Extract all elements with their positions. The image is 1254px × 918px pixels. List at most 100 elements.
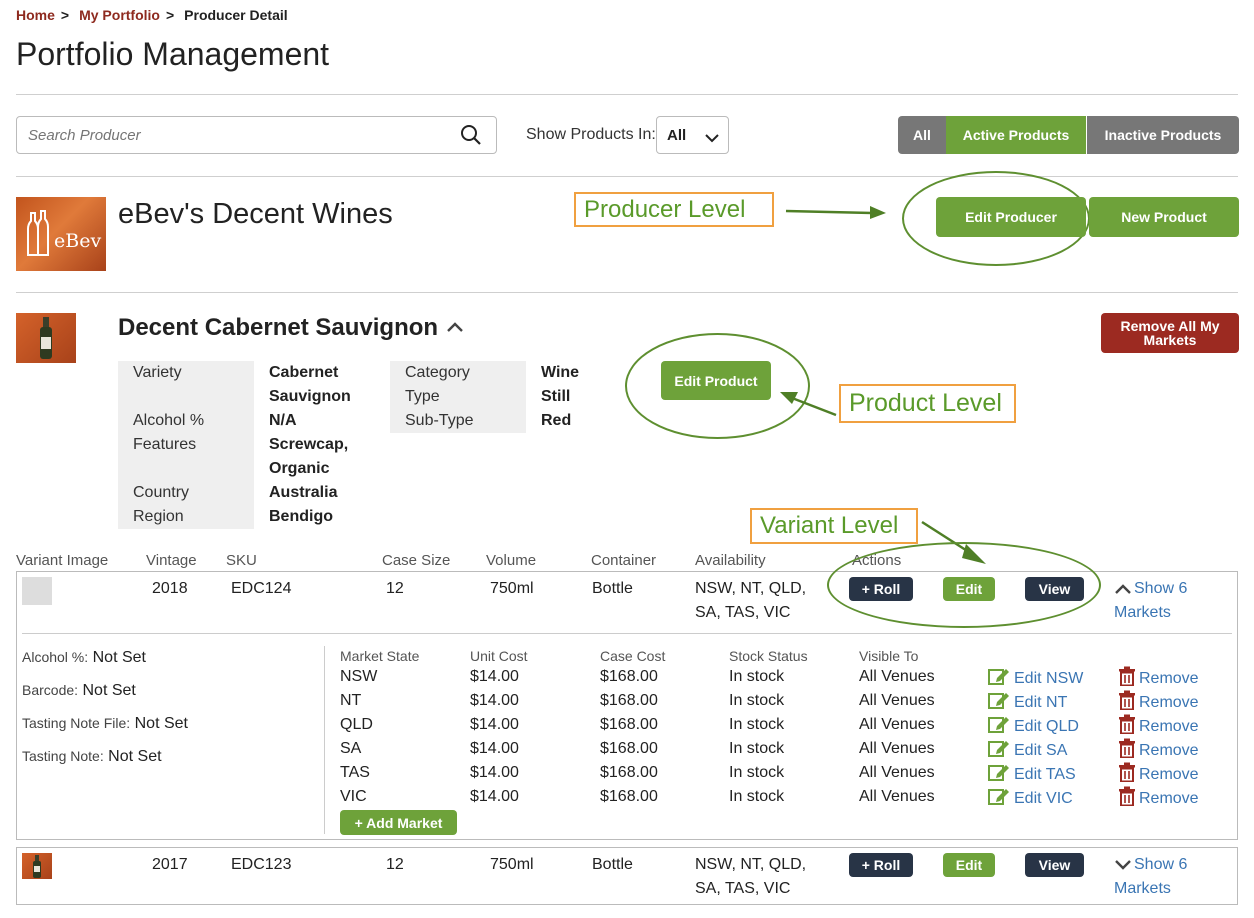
type-value: Still <box>541 388 571 405</box>
search-input[interactable] <box>17 117 437 153</box>
variant-availability: SA, TAS, VIC <box>695 604 791 621</box>
col-market-state: Market State <box>340 648 420 664</box>
category-label: Category <box>405 364 470 381</box>
view-variant-button[interactable]: View <box>1025 577 1084 601</box>
show-products-select[interactable]: All <box>656 116 729 154</box>
alcohol-label: Alcohol % <box>133 412 205 429</box>
search-icon[interactable] <box>460 124 482 151</box>
page-title: Portfolio Management <box>16 36 330 72</box>
chevron-up-icon[interactable] <box>1114 582 1132 600</box>
col-availability: Availability <box>695 552 766 569</box>
remove-market-label: Remove <box>1139 741 1199 759</box>
edit-market-label: Edit VIC <box>1014 789 1073 807</box>
market-state: NT <box>340 692 362 709</box>
view-variant-button[interactable]: View <box>1025 853 1084 877</box>
market-visible-to: All Venues <box>859 788 935 805</box>
filter-all-button[interactable]: All <box>898 116 946 154</box>
remove-market-label: Remove <box>1139 669 1199 687</box>
remove-market-link[interactable]: Remove <box>1118 666 1199 691</box>
remove-market-link[interactable]: Remove <box>1118 786 1199 811</box>
variant-detail-barcode: Barcode: Not Set <box>22 682 136 700</box>
annotation-arrow <box>780 392 837 417</box>
detail-label: Alcohol %: <box>22 649 89 665</box>
edit-market-label: Edit TAS <box>1014 765 1076 783</box>
detail-value: Not Set <box>92 649 146 666</box>
chevron-down-icon[interactable] <box>1114 858 1132 876</box>
detail-label: Tasting Note: <box>22 748 104 764</box>
country-label: Country <box>133 484 190 501</box>
edit-variant-button[interactable]: Edit <box>943 577 995 601</box>
breadcrumb-portfolio-link[interactable]: My Portfolio <box>79 7 160 23</box>
add-market-button[interactable]: + Add Market <box>340 810 457 835</box>
variant-container: Bottle <box>592 856 633 873</box>
remove-market-label: Remove <box>1139 693 1199 711</box>
filter-active-button[interactable]: Active Products <box>946 116 1086 154</box>
new-product-button[interactable]: New Product <box>1089 197 1239 237</box>
market-stock-status: In stock <box>729 716 785 733</box>
market-unit-cost: $14.00 <box>470 764 519 781</box>
variant-detail-vertical-divider <box>324 646 325 834</box>
show-markets-link[interactable]: Show 6 <box>1134 856 1188 873</box>
remove-market-link[interactable]: Remove <box>1118 690 1199 715</box>
region-value: Bendigo <box>269 508 333 525</box>
variant-image <box>22 853 52 879</box>
show-markets-link[interactable]: Markets <box>1114 880 1171 897</box>
edit-icon <box>988 786 1010 811</box>
edit-market-link[interactable]: Edit SA <box>988 738 1067 763</box>
edit-icon <box>988 738 1010 763</box>
roll-button[interactable]: + Roll <box>849 577 913 601</box>
variety-label: Variety <box>133 364 182 381</box>
edit-market-link[interactable]: Edit NSW <box>988 666 1083 691</box>
show-markets-link[interactable]: Show 6 <box>1134 580 1188 597</box>
variant-sku: EDC123 <box>231 856 292 873</box>
market-state: TAS <box>340 764 370 781</box>
chevron-down-icon <box>705 130 719 148</box>
variant-availability: NSW, NT, QLD, <box>695 856 807 873</box>
market-unit-cost: $14.00 <box>470 788 519 805</box>
breadcrumb-separator: > <box>60 7 70 23</box>
col-sku: SKU <box>226 552 257 569</box>
edit-variant-button[interactable]: Edit <box>943 853 995 877</box>
detail-label: Tasting Note File: <box>22 715 131 731</box>
edit-producer-button[interactable]: Edit Producer <box>936 197 1086 237</box>
edit-market-link[interactable]: Edit VIC <box>988 786 1073 811</box>
market-case-cost: $168.00 <box>600 740 658 757</box>
remove-market-link[interactable]: Remove <box>1118 762 1199 787</box>
annotation-arrow <box>785 206 886 219</box>
market-state: VIC <box>340 788 367 805</box>
roll-button[interactable]: + Roll <box>849 853 913 877</box>
show-products-value: All <box>667 126 687 144</box>
attr-label-column-2 <box>390 361 526 433</box>
market-unit-cost: $14.00 <box>470 692 519 709</box>
detail-value: Not Set <box>134 715 188 732</box>
edit-market-link[interactable]: Edit NT <box>988 690 1067 715</box>
variant-level-highlight <box>827 542 1101 628</box>
filter-inactive-button[interactable]: Inactive Products <box>1087 116 1239 154</box>
remove-market-link[interactable]: Remove <box>1118 738 1199 763</box>
chevron-up-icon[interactable] <box>446 320 464 338</box>
product-name-text: Decent Cabernet Sauvignon <box>118 314 439 341</box>
divider <box>16 94 1238 95</box>
variant-row <box>16 847 1238 905</box>
market-stock-status: In stock <box>729 668 785 685</box>
edit-product-button[interactable]: Edit Product <box>661 361 771 400</box>
market-unit-cost: $14.00 <box>470 740 519 757</box>
edit-icon <box>988 762 1010 787</box>
remove-market-link[interactable]: Remove <box>1118 714 1199 739</box>
edit-market-link[interactable]: Edit QLD <box>988 714 1079 739</box>
col-case-size: Case Size <box>382 552 451 569</box>
breadcrumb: Home > My Portfolio > Producer Detail <box>16 7 288 23</box>
market-case-cost: $168.00 <box>600 764 658 781</box>
show-products-label: Show Products In: <box>526 126 656 143</box>
type-label: Type <box>405 388 440 405</box>
edit-market-link[interactable]: Edit TAS <box>988 762 1076 787</box>
remove-all-markets-button[interactable]: Remove All My Markets <box>1101 313 1239 353</box>
market-visible-to: All Venues <box>859 692 935 709</box>
show-markets-link[interactable]: Markets <box>1114 604 1171 621</box>
edit-icon <box>988 714 1010 739</box>
variant-level-annotation: Variant Level <box>750 508 918 544</box>
variety-value: Sauvignon <box>269 388 351 405</box>
breadcrumb-home-link[interactable]: Home <box>16 7 55 23</box>
variant-vintage: 2018 <box>152 580 188 597</box>
variant-vintage: 2017 <box>152 856 188 873</box>
